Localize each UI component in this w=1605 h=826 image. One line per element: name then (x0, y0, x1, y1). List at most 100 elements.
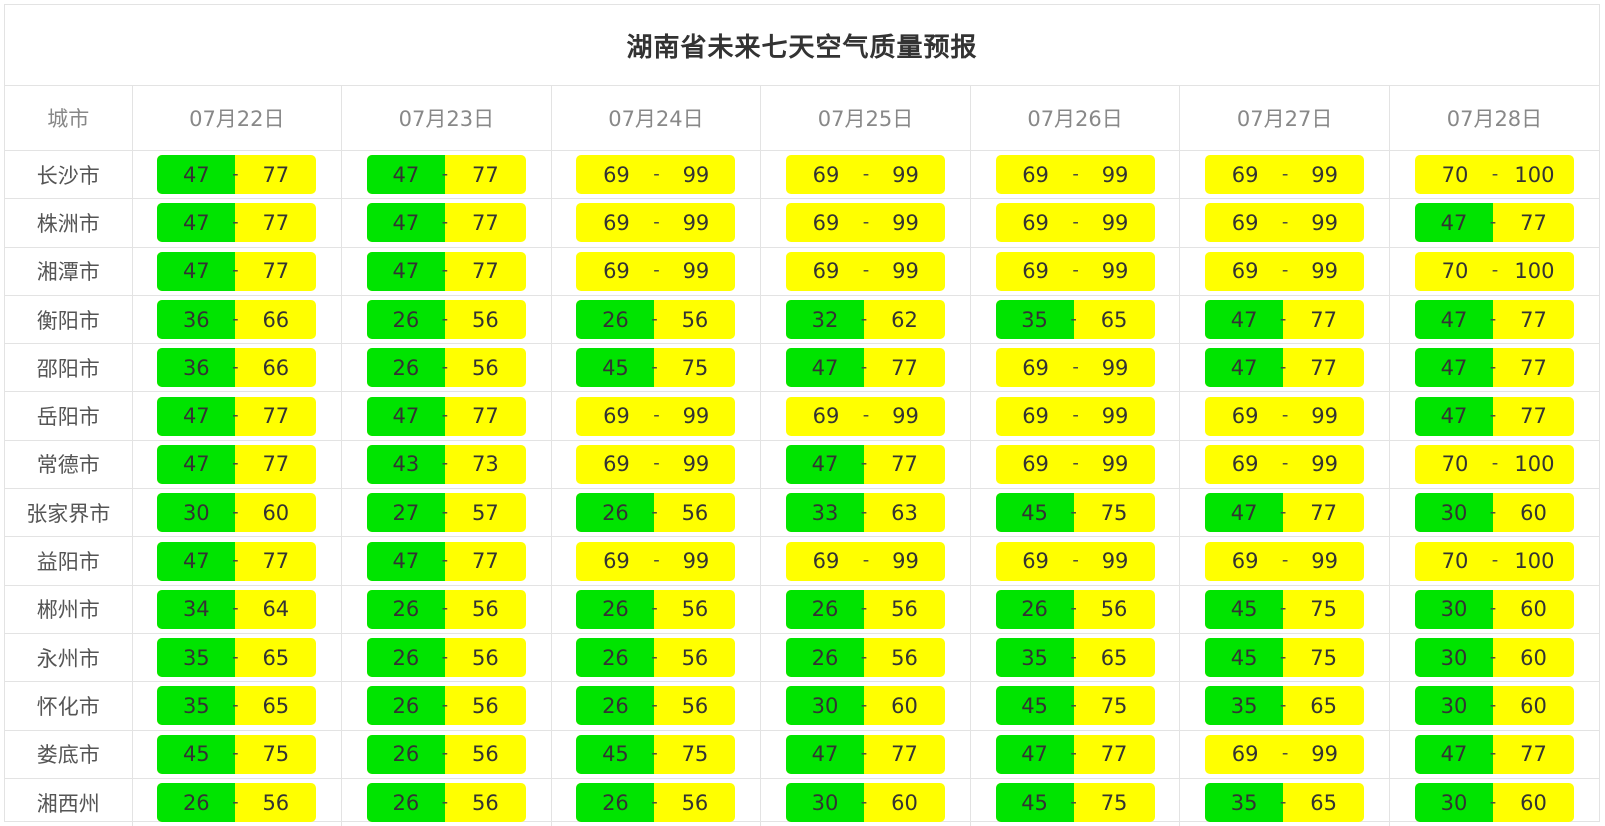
forecast-cell: 69-99 (970, 151, 1180, 199)
aqi-high-value: 73 (445, 445, 526, 484)
range-separator: - (1070, 501, 1077, 522)
aqi-low-value: 45 (1205, 638, 1283, 677)
aqi-high-value: 77 (1493, 397, 1574, 436)
aqi-range-badge: 47-77 (367, 542, 526, 581)
aqi-range-badge: 36-66 (157, 348, 316, 387)
range-separator: - (651, 356, 658, 377)
aqi-low-value: 47 (157, 542, 235, 581)
forecast-cell: 47-77 (1180, 295, 1390, 343)
aqi-range-badge: 26-56 (157, 783, 316, 822)
range-separator: - (653, 550, 660, 571)
forecast-cell: 69-99 (551, 247, 761, 295)
aqi-high-value: 75 (235, 735, 316, 774)
aqi-low-value: 35 (996, 638, 1074, 677)
forecast-cell: 47-77 (132, 392, 342, 440)
aqi-low-value: 47 (367, 252, 445, 291)
range-separator: - (1280, 356, 1287, 377)
aqi-range-badge: 26-56 (367, 783, 526, 822)
aqi-high-value: 56 (445, 590, 526, 629)
forecast-cell: 69-99 (761, 392, 971, 440)
aqi-range-badge: 69-99 (1205, 445, 1364, 484)
aqi-range-badge: 35-65 (996, 300, 1155, 339)
city-name: 邵阳市 (5, 344, 132, 392)
range-separator: - (653, 405, 660, 426)
forecast-cell: 47-77 (1180, 344, 1390, 392)
aqi-low-value: 47 (1205, 300, 1283, 339)
aqi-range-badge: 30-60 (1415, 783, 1574, 822)
aqi-low-value: 69 (786, 397, 866, 436)
aqi-high-value: 77 (445, 155, 526, 194)
forecast-cell: 47-77 (342, 247, 552, 295)
aqi-low-value: 47 (367, 542, 445, 581)
aqi-low-value: 26 (157, 783, 235, 822)
aqi-range-badge: 69-99 (786, 155, 945, 194)
forecast-cell: 45-75 (970, 682, 1180, 730)
forecast-cell: 30-60 (1389, 633, 1599, 681)
forecast-cell: 47-77 (1389, 344, 1599, 392)
aqi-low-value: 69 (1205, 155, 1285, 194)
range-separator: - (651, 743, 658, 764)
aqi-high-value: 60 (1493, 493, 1574, 532)
aqi-low-value: 69 (786, 155, 866, 194)
aqi-high-value: 56 (445, 348, 526, 387)
forecast-cell: 70-100 (1389, 440, 1599, 488)
aqi-high-value: 99 (1285, 203, 1364, 242)
forecast-cell: 26-56 (342, 295, 552, 343)
aqi-range-badge: 45-75 (996, 783, 1155, 822)
range-separator: - (1282, 163, 1289, 184)
aqi-range-badge: 69-99 (576, 397, 735, 436)
city-name: 湘西州 (5, 778, 132, 826)
city-name: 湘潭市 (5, 247, 132, 295)
forecast-cell: 26-56 (132, 778, 342, 826)
forecast-cell: 47-77 (132, 247, 342, 295)
aqi-low-value: 35 (1205, 783, 1283, 822)
city-name: 长沙市 (5, 151, 132, 199)
aqi-high-value: 75 (1074, 686, 1155, 725)
range-separator: - (1490, 598, 1497, 619)
aqi-low-value: 30 (157, 493, 235, 532)
aqi-low-value: 30 (1415, 638, 1493, 677)
aqi-low-value: 47 (996, 735, 1074, 774)
aqi-high-value: 99 (1076, 542, 1155, 581)
aqi-high-value: 56 (654, 783, 735, 822)
city-name: 郴州市 (5, 585, 132, 633)
forecast-cell: 26-56 (551, 778, 761, 826)
aqi-high-value: 77 (1493, 300, 1574, 339)
aqi-low-value: 69 (576, 155, 656, 194)
range-separator: - (1280, 646, 1287, 667)
aqi-range-badge: 47-77 (367, 252, 526, 291)
range-separator: - (861, 453, 868, 474)
aqi-low-value: 26 (576, 638, 654, 677)
aqi-high-value: 99 (1076, 348, 1155, 387)
forecast-cell: 45-75 (551, 344, 761, 392)
aqi-high-value: 56 (445, 735, 526, 774)
aqi-low-value: 26 (367, 590, 445, 629)
aqi-low-value: 26 (367, 638, 445, 677)
aqi-range-badge: 47-77 (157, 397, 316, 436)
aqi-high-value: 56 (654, 686, 735, 725)
aqi-range-badge: 70-100 (1415, 445, 1574, 484)
range-separator: - (1492, 453, 1499, 474)
aqi-low-value: 30 (1415, 686, 1493, 725)
aqi-range-badge: 47-77 (1205, 300, 1364, 339)
city-name: 常德市 (5, 440, 132, 488)
range-separator: - (861, 791, 868, 812)
aqi-range-badge: 45-75 (996, 493, 1155, 532)
range-separator: - (232, 695, 239, 716)
aqi-low-value: 69 (786, 542, 866, 581)
forecast-cell: 30-60 (761, 682, 971, 730)
aqi-low-value: 26 (367, 686, 445, 725)
range-separator: - (232, 791, 239, 812)
range-separator: - (863, 260, 870, 281)
range-separator: - (232, 743, 239, 764)
aqi-high-value: 99 (1076, 445, 1155, 484)
range-separator: - (232, 356, 239, 377)
aqi-high-value: 56 (445, 783, 526, 822)
range-separator: - (1070, 695, 1077, 716)
range-separator: - (861, 501, 868, 522)
aqi-high-value: 65 (1283, 686, 1364, 725)
aqi-low-value: 30 (786, 686, 864, 725)
